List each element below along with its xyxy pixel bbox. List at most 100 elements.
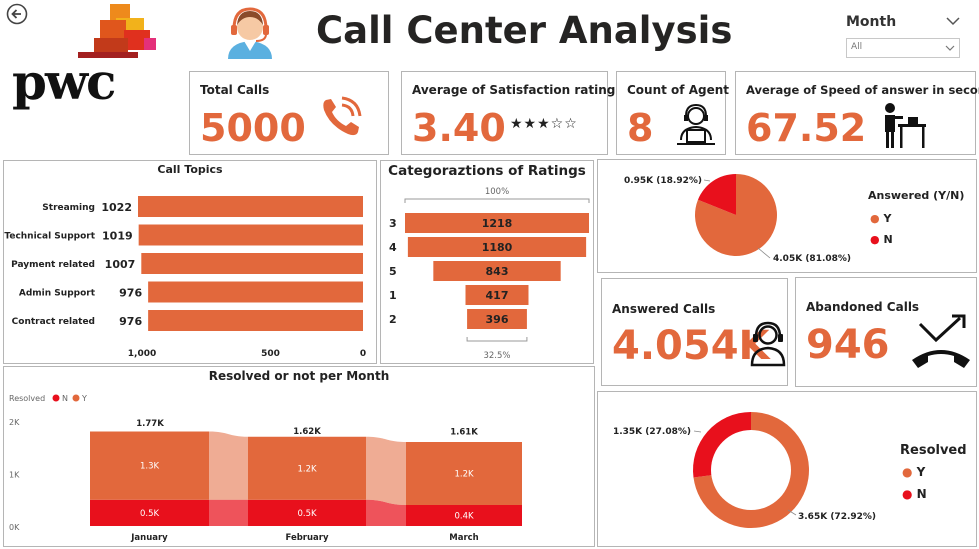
funnel-bar: [467, 309, 527, 329]
total-calls-card: Total Calls 5000: [189, 71, 389, 155]
pie-data-label: 4.05K (81.08%): [773, 254, 851, 264]
pwc-logo-text: pwc: [12, 52, 116, 111]
answered-pie-panel: 4.05K (81.08%) 0.95K (18.92%) Answered (Y…: [597, 159, 977, 273]
answered-legend-title: Answered (Y/N): [868, 189, 965, 202]
y-axis-tick: 0K: [9, 523, 20, 532]
legend-label-y: Y: [81, 394, 87, 403]
funnel-value-label: 1218: [482, 217, 513, 230]
x-axis-label: January: [130, 533, 168, 543]
funnel-category-label: 4: [389, 241, 397, 254]
funnel-bottom-label: 32.5%: [483, 351, 510, 361]
funnel-top-bracket: [404, 198, 590, 203]
legend-dot-y: [72, 394, 80, 402]
legend-item-y: ● Y: [870, 212, 892, 225]
bar-segment-n: [406, 505, 522, 526]
segment-label-n: 0.4K: [454, 512, 474, 522]
pie-data-label: 0.95K (18.92%): [624, 176, 702, 186]
pwc-logo-mark: [78, 4, 156, 58]
resolved-month-title: Resolved or not per Month: [208, 369, 390, 383]
topic-axis-tick: 1,000: [128, 349, 156, 359]
funnel-category-label: 1: [389, 289, 397, 302]
funnel-bar: [465, 285, 529, 305]
donut-data-label: 3.65K (72.92%): [798, 512, 876, 522]
topic-value-label: 1022: [101, 201, 132, 214]
headset-person-icon: [750, 321, 786, 367]
segment-label-n: 0.5K: [297, 509, 317, 519]
bar-segment-y: [248, 436, 366, 500]
month-filter-label: Month: [846, 14, 897, 30]
segment-label-n: 0.5K: [140, 509, 160, 519]
segment-label-y: 1.2K: [454, 470, 474, 480]
total-label: 1.77K: [136, 419, 164, 429]
total-calls-value: 5000: [200, 106, 306, 150]
resolved-legend-title: Resolved: [900, 443, 967, 458]
chevron-down-icon[interactable]: [946, 16, 960, 26]
answered-legend: ● Y ● N: [870, 208, 893, 250]
funnel-value-label: 396: [486, 313, 509, 326]
bar-segment-y: [90, 431, 209, 500]
resolved-donut-chart: 3.65K (72.92%) 1.35K (27.08%): [613, 412, 876, 528]
month-filter[interactable]: Month All: [846, 12, 962, 60]
funnel-bar: [405, 213, 589, 233]
back-arrow-icon: [6, 3, 28, 25]
x-axis-label: February: [285, 533, 328, 543]
funnel-bottom-bracket: [466, 337, 528, 342]
donut-data-label: 1.35K (27.08%): [613, 427, 691, 437]
topic-value-label: 1019: [102, 230, 133, 243]
ratings-funnel-chart: 100% 1218 3 1180 4 843 5 417 1 396 2 32.5%: [389, 187, 590, 361]
topic-label: Payment related: [11, 260, 95, 270]
topic-bar: [148, 310, 363, 331]
ratings-panel: Categoraztions of Ratings 100% 1218 3 1180 4…: [380, 160, 594, 364]
agents-value: 8: [627, 106, 654, 150]
label-leader-line: [703, 179, 711, 182]
legend-item-n: ● N: [870, 233, 893, 246]
speed-label: Average of Speed of answer in seconds: [746, 83, 979, 97]
pie-slice: [697, 174, 736, 215]
legend-item-y: ● Y: [902, 465, 926, 479]
topic-value-label: 976: [119, 287, 142, 300]
agent-computer-icon: [677, 103, 715, 145]
satisfaction-card: Average of Satisfaction rating 3.40 ★★★☆…: [401, 71, 615, 155]
resolved-donut-panel: 3.65K (72.92%) 1.35K (27.08%) Resolved ● …: [597, 391, 977, 547]
funnel-bar: [433, 261, 561, 281]
topic-label: Contract related: [12, 317, 95, 327]
chevron-down-icon: [945, 45, 955, 51]
back-button[interactable]: [6, 3, 28, 25]
topic-bar: [141, 253, 363, 274]
donut-hole: [711, 430, 791, 510]
resolved-legend: ● Y ● N: [902, 461, 927, 505]
pwc-logo: pwc: [12, 0, 172, 120]
ribbon-y: [209, 431, 248, 500]
satisfaction-value: 3.40: [412, 106, 506, 150]
topic-label: Admin Support: [19, 289, 96, 299]
ribbon-n: [366, 499, 406, 526]
legend-label-n: N: [62, 394, 68, 403]
topic-value-label: 1007: [105, 258, 136, 271]
call-topics-panel: Call Topics Streaming 1022 Technical Suppo…: [3, 160, 377, 364]
segment-label-y: 1.2K: [297, 464, 317, 474]
abandoned-calls-value: 946: [806, 322, 890, 368]
funnel-category-label: 2: [389, 313, 397, 326]
star-rating-icon: ★★★☆☆: [510, 116, 578, 132]
topic-value-label: 976: [119, 315, 142, 328]
x-axis-label: March: [449, 533, 478, 543]
person-phone-desk-icon: [885, 103, 926, 148]
legend-dot-n: [52, 394, 60, 402]
answered-calls-card: Answered Calls 4.054K: [601, 278, 788, 386]
call-topics-chart: Streaming 1022 Technical Support 1019 Paymen…: [4, 196, 366, 359]
speed-value: 67.52: [746, 106, 867, 150]
topic-label: Technical Support: [4, 232, 95, 242]
y-axis-tick: 2K: [9, 418, 20, 427]
month-filter-select[interactable]: All: [846, 38, 960, 58]
bar-segment-n: [90, 499, 209, 526]
segment-label-y: 1.3K: [140, 462, 160, 472]
phone-ringing-icon: [323, 96, 362, 136]
call-topics-title: Call Topics: [157, 163, 223, 176]
bar-segment-n: [248, 499, 366, 526]
label-leader-line: [757, 247, 771, 259]
month-filter-value: All: [851, 42, 863, 52]
topic-axis-tick: 500: [261, 349, 280, 359]
total-calls-label: Total Calls: [200, 83, 270, 97]
topic-bar: [148, 281, 363, 303]
label-leader-line: [693, 430, 702, 433]
